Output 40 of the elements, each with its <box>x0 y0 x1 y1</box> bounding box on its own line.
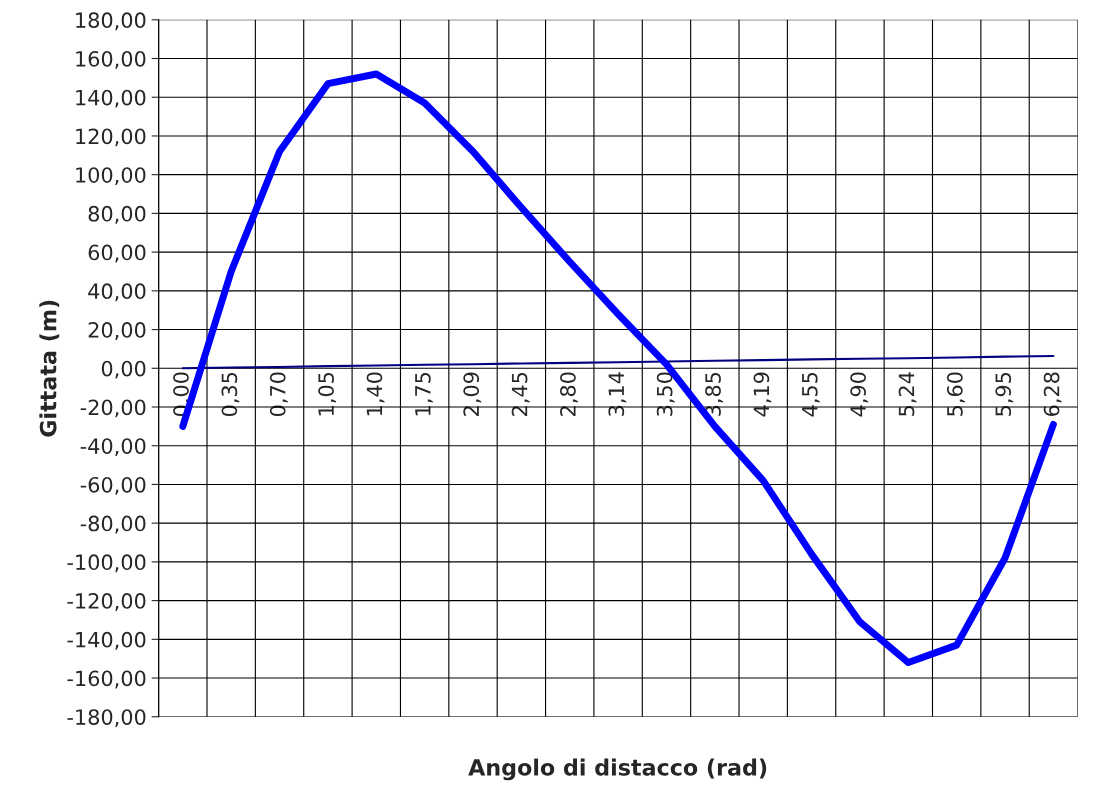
y-tick-label: 80,00 <box>88 205 146 224</box>
y-tick-label: -160,00 <box>67 670 146 689</box>
x-tick-label: 2,45 <box>511 372 530 416</box>
x-tick-label: 1,75 <box>415 372 433 416</box>
x-tick-label: 5,24 <box>898 372 917 416</box>
x-tick-label: 5,95 <box>995 372 1014 416</box>
x-tick-label: 1,40 <box>366 372 385 416</box>
x-tick-label: 6,28 <box>1043 372 1062 416</box>
x-tick-label: 0,35 <box>221 372 240 417</box>
y-tick-label: -40,00 <box>80 438 146 457</box>
y-tick-label: 120,00 <box>76 128 146 147</box>
y-tick-label: -140,00 <box>67 631 146 650</box>
x-tick-label: 3,50 <box>656 372 675 416</box>
x-tick-label: 4,19 <box>753 372 772 417</box>
x-tick-label: 3,85 <box>705 372 724 416</box>
y-tick-label: 0,00 <box>101 360 146 379</box>
x-tick-label: 0,70 <box>269 372 288 417</box>
y-tick-label: 60,00 <box>88 244 146 263</box>
y-tick-label: -120,00 <box>67 593 146 611</box>
y-tick-label: 180,00 <box>76 12 146 31</box>
y-tick-label: -100,00 <box>67 554 146 573</box>
x-tick-label: 1,05 <box>318 372 337 416</box>
x-tick-label: 3,14 <box>608 372 627 416</box>
y-tick-label: 40,00 <box>88 283 146 302</box>
y-tick-label: 20,00 <box>88 322 146 340</box>
y-tick-label: -80,00 <box>80 515 146 534</box>
x-tick-label: 5,60 <box>946 372 965 416</box>
x-axis-title: Angolo di distacco (rad) <box>468 758 767 781</box>
y-tick-label: -20,00 <box>80 399 146 418</box>
y-tick-label: 140,00 <box>76 89 146 108</box>
y-tick-label: -180,00 <box>67 709 146 728</box>
line-series <box>181 355 1055 370</box>
y-axis-title: Gittata (m) <box>39 300 60 437</box>
x-tick-label: 4,90 <box>850 372 869 417</box>
y-tick-label: -60,00 <box>80 476 146 495</box>
x-tick-label: 4,55 <box>802 372 820 417</box>
x-tick-label: 2,80 <box>560 372 578 416</box>
y-tick-label: 100,00 <box>76 167 146 186</box>
y-tick-label: 160,00 <box>76 50 146 69</box>
x-tick-label: 2,09 <box>463 372 482 416</box>
